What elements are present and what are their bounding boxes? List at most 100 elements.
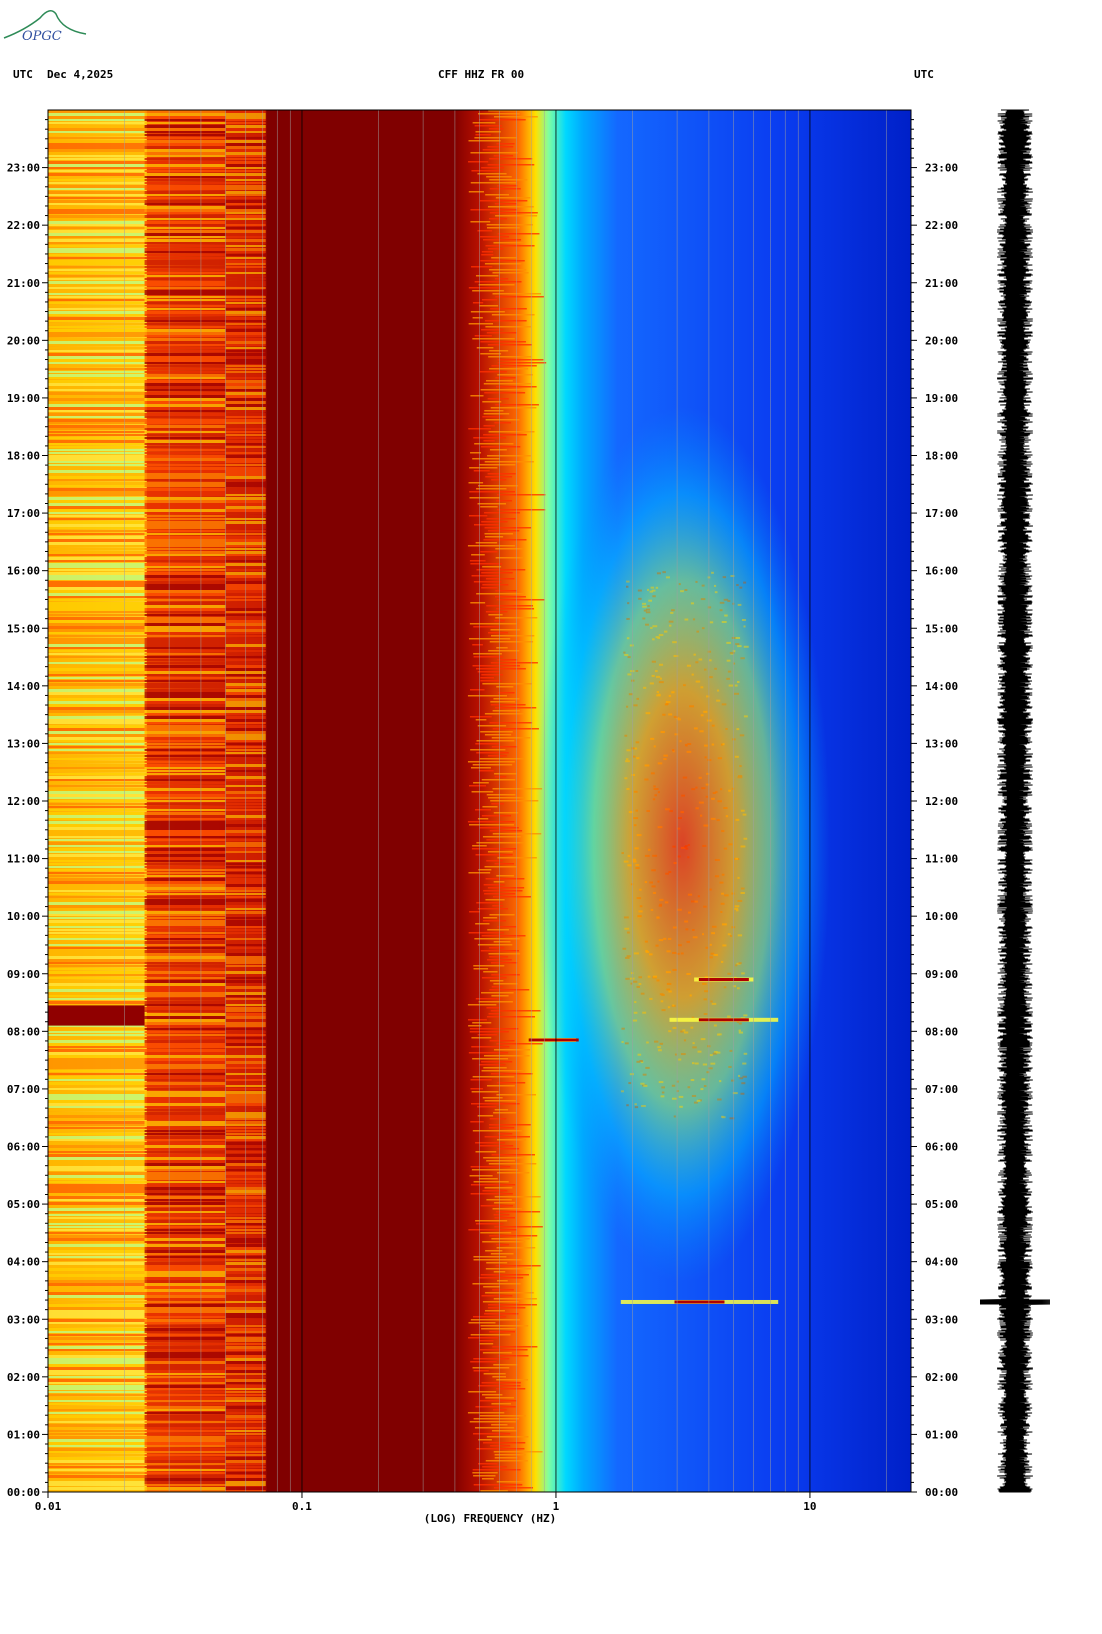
texture-row (48, 908, 145, 910)
texture-row (48, 416, 145, 418)
texture-row (48, 200, 145, 203)
texture-row (48, 716, 145, 719)
y-tick-label-right: 03:00 (925, 1313, 958, 1326)
texture-row (144, 830, 226, 833)
texture-streak (484, 512, 520, 514)
texture-streak (488, 218, 507, 220)
texture-row (48, 1487, 145, 1490)
texture-row (144, 761, 226, 763)
texture-row (48, 722, 145, 724)
texture-streak (470, 767, 491, 769)
texture-row (48, 275, 145, 277)
texture-row (144, 989, 226, 992)
texture-row (48, 695, 145, 698)
texture-row (144, 935, 226, 938)
texture-row (48, 470, 145, 473)
texture-streak (482, 1466, 507, 1468)
texture-streak (489, 1331, 515, 1333)
texture-row (144, 848, 226, 851)
texture-row (48, 1049, 145, 1052)
texture-streak (489, 158, 533, 160)
texture-row (48, 1457, 145, 1460)
texture-row (144, 299, 226, 301)
texture-row (144, 140, 226, 143)
texture-row (144, 116, 226, 119)
y-tick-label-right: 02:00 (925, 1371, 958, 1384)
texture-row (48, 113, 145, 116)
texture-row (48, 116, 145, 119)
texture-row (48, 740, 145, 742)
texture-row (144, 425, 226, 428)
texture-row (48, 1412, 145, 1414)
texture-row (144, 716, 226, 719)
texture-streak (467, 1337, 499, 1339)
texture-row (144, 1238, 226, 1241)
texture-row (144, 1286, 226, 1289)
texture-streak (479, 305, 499, 307)
texture-row (144, 1262, 226, 1265)
texture-row (144, 446, 226, 448)
texture-row (144, 656, 226, 658)
texture-streak (497, 692, 515, 694)
texture-row (144, 1481, 226, 1484)
seismogram-trace (979, 109, 1051, 1493)
texture-streak (475, 1142, 505, 1144)
texture-row (48, 1433, 145, 1435)
texture-row (144, 455, 226, 458)
texture-streak (479, 371, 507, 373)
texture-streak (480, 680, 502, 682)
texture-row (48, 521, 145, 524)
y-tick-label-left: 17:00 (7, 507, 40, 520)
texture-streak (489, 269, 527, 271)
texture-row (48, 158, 145, 160)
texture-row (144, 758, 226, 760)
texture-row (48, 146, 145, 149)
texture-row (144, 422, 226, 424)
texture-row (48, 605, 145, 608)
texture-row (144, 626, 226, 629)
texture-streak (487, 851, 513, 853)
texture-row (48, 230, 145, 233)
texture-row (48, 1310, 145, 1313)
texture-row (144, 560, 226, 562)
texture-row (144, 527, 226, 529)
texture-streak (485, 1292, 534, 1294)
texture-row (48, 1406, 145, 1409)
header-right-timezone: UTC (914, 68, 934, 81)
texture-row (48, 899, 145, 902)
texture-row (48, 767, 145, 769)
texture-row (144, 407, 226, 410)
texture-row (48, 866, 145, 868)
texture-row (144, 995, 226, 997)
texture-row (48, 1154, 145, 1157)
texture-row (48, 257, 145, 259)
texture-row (48, 641, 145, 644)
texture-row (48, 263, 145, 265)
texture-row (48, 1139, 145, 1141)
texture-row (144, 365, 226, 367)
texture-row (144, 1463, 226, 1465)
texture-streak (480, 260, 525, 262)
event-core-1 (528, 1038, 579, 1042)
texture-streak (490, 1010, 541, 1012)
texture-row (48, 530, 145, 532)
texture-row (144, 740, 226, 742)
texture-row (48, 929, 145, 931)
texture-row (144, 959, 226, 962)
texture-row (48, 203, 145, 205)
texture-streak (488, 650, 520, 652)
texture-row (48, 221, 145, 224)
texture-row (144, 200, 226, 203)
texture-row (144, 1409, 226, 1411)
texture-row (144, 1220, 226, 1223)
texture-streak (477, 725, 507, 727)
texture-row (144, 1082, 226, 1085)
texture-streak (485, 326, 531, 328)
texture-streak (467, 1019, 487, 1021)
texture-row (144, 1283, 226, 1286)
texture-row (144, 707, 226, 710)
texture-row (144, 1004, 226, 1006)
texture-row (144, 1229, 226, 1231)
texture-row (48, 539, 145, 542)
texture-row (144, 1451, 226, 1453)
